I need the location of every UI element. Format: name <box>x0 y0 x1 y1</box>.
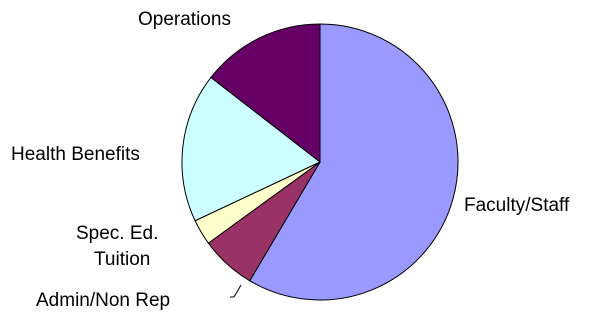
label-operations: Operations <box>138 9 231 30</box>
label-faculty-staff: Faculty/Staff <box>464 195 570 216</box>
label-health-benefits: Health Benefits <box>11 144 140 165</box>
label-spec-ed-line1: Spec. Ed. <box>76 223 158 244</box>
label-admin-non-rep: Admin/Non Rep <box>36 290 170 311</box>
admin-leader-line <box>230 285 241 297</box>
pie-slices <box>182 24 458 300</box>
label-spec-ed-line2: Tuition <box>94 249 150 270</box>
